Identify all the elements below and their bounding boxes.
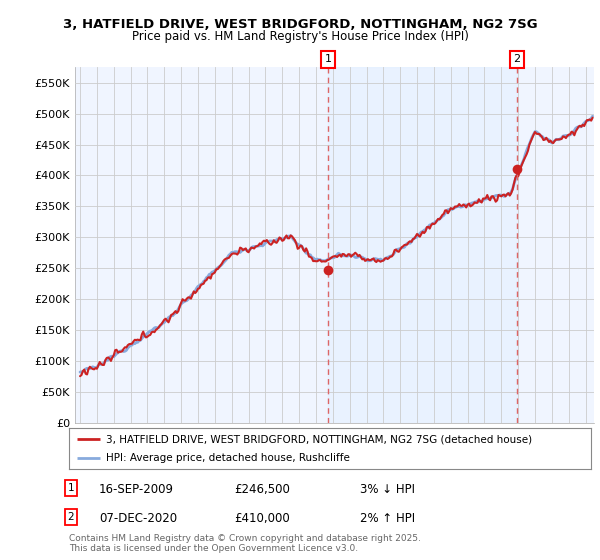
Text: 2: 2 (513, 54, 520, 64)
Bar (328, 67, 517, 423)
Text: 07-DEC-2020: 07-DEC-2020 (99, 512, 177, 525)
Text: £410,000: £410,000 (234, 512, 290, 525)
Text: 3% ↓ HPI: 3% ↓ HPI (360, 483, 415, 496)
Text: HPI: Average price, detached house, Rushcliffe: HPI: Average price, detached house, Rush… (106, 453, 349, 463)
Text: 2: 2 (67, 512, 74, 522)
Text: 3, HATFIELD DRIVE, WEST BRIDGFORD, NOTTINGHAM, NG2 7SG: 3, HATFIELD DRIVE, WEST BRIDGFORD, NOTTI… (62, 18, 538, 31)
Text: 1: 1 (67, 483, 74, 493)
Text: £246,500: £246,500 (234, 483, 290, 496)
Text: Contains HM Land Registry data © Crown copyright and database right 2025.
This d: Contains HM Land Registry data © Crown c… (69, 534, 421, 553)
Text: 3, HATFIELD DRIVE, WEST BRIDGFORD, NOTTINGHAM, NG2 7SG (detached house): 3, HATFIELD DRIVE, WEST BRIDGFORD, NOTTI… (106, 435, 532, 444)
Text: 16-SEP-2009: 16-SEP-2009 (99, 483, 174, 496)
Text: Price paid vs. HM Land Registry's House Price Index (HPI): Price paid vs. HM Land Registry's House … (131, 30, 469, 43)
Text: 1: 1 (325, 54, 331, 64)
Text: 2% ↑ HPI: 2% ↑ HPI (360, 512, 415, 525)
